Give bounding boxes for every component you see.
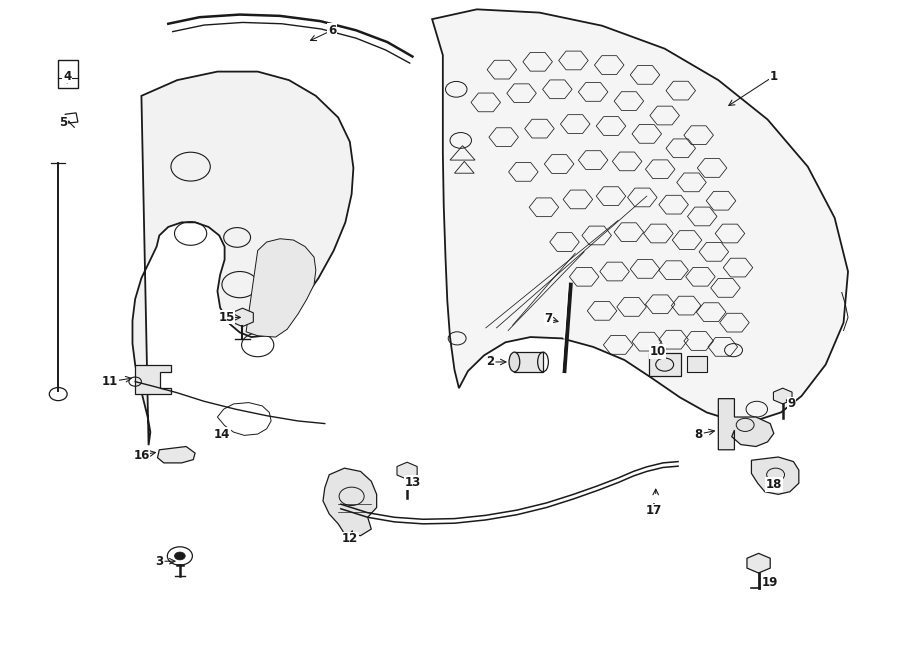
Text: 12: 12: [342, 532, 358, 545]
Text: 10: 10: [650, 345, 666, 358]
Text: 14: 14: [213, 428, 230, 441]
Text: 17: 17: [646, 504, 662, 518]
Polygon shape: [752, 457, 799, 494]
Text: 18: 18: [766, 478, 782, 491]
Text: 15: 15: [218, 311, 235, 324]
Text: 3: 3: [155, 555, 164, 568]
Bar: [515, 352, 543, 371]
Ellipse shape: [509, 352, 520, 371]
Text: 16: 16: [133, 449, 149, 461]
Text: 9: 9: [788, 397, 796, 410]
Polygon shape: [132, 71, 354, 446]
Text: 11: 11: [102, 375, 118, 388]
Polygon shape: [323, 468, 377, 535]
Text: 8: 8: [695, 428, 703, 441]
Text: 2: 2: [486, 356, 494, 368]
Bar: [58, 60, 78, 88]
Text: 7: 7: [544, 312, 553, 325]
Polygon shape: [158, 447, 195, 463]
Polygon shape: [718, 399, 774, 449]
Polygon shape: [432, 9, 848, 420]
Text: 1: 1: [770, 69, 778, 83]
Polygon shape: [246, 239, 316, 337]
Bar: [687, 356, 707, 372]
Polygon shape: [135, 366, 171, 394]
Bar: [649, 353, 680, 376]
Text: 6: 6: [328, 24, 336, 37]
Text: 4: 4: [63, 69, 71, 83]
Text: 5: 5: [59, 116, 68, 129]
Circle shape: [175, 552, 185, 560]
Text: 19: 19: [762, 576, 778, 590]
Text: 13: 13: [404, 476, 420, 489]
